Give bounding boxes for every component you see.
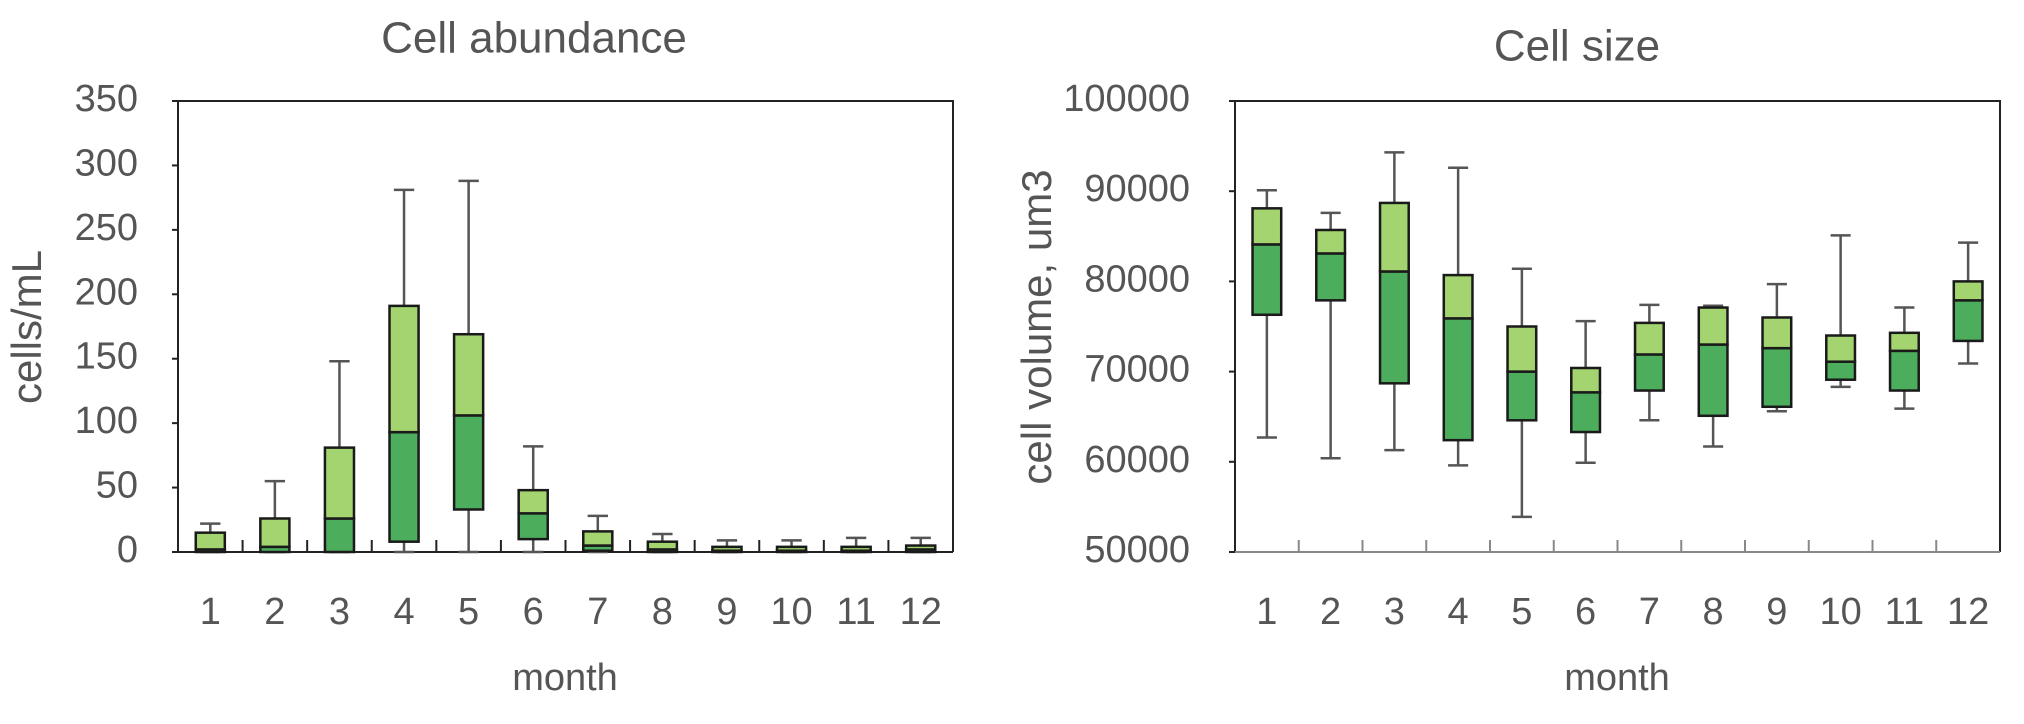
box-upper [1315, 228, 1347, 255]
box-upper [1570, 366, 1602, 394]
y-tick-label: 90000 [1084, 168, 1190, 210]
box-lower [1442, 317, 1474, 442]
box-upper [711, 545, 743, 552]
x-tick-label: 1 [200, 591, 221, 633]
chart-title: Cell size [1494, 22, 1660, 71]
x-tick-label: 11 [836, 591, 875, 633]
x-tick-label: 9 [716, 591, 737, 633]
x-tick-label: 10 [1819, 591, 1861, 633]
box-lower [517, 512, 549, 541]
x-tick-label: 8 [652, 591, 673, 633]
box-upper [1506, 325, 1538, 373]
box-upper [904, 544, 937, 551]
box-lower [452, 414, 485, 511]
x-tick-label: 12 [1947, 591, 1989, 633]
y-tick-label: 200 [75, 271, 138, 313]
box-lower [1633, 353, 1665, 392]
box-lower [1952, 299, 1984, 343]
x-axis-label: month [512, 657, 618, 699]
plot-frame [1234, 100, 2001, 552]
box-lower [1378, 270, 1410, 385]
x-tick-label: 7 [587, 591, 608, 633]
x-tick-label: 6 [1575, 591, 1596, 633]
y-tick-label: 50 [96, 465, 138, 507]
x-tick-label: 2 [264, 591, 285, 633]
x-tick-label: 11 [1885, 591, 1924, 633]
y-tick-label: 80000 [1084, 258, 1190, 300]
x-tick-label: 3 [329, 591, 350, 633]
box-upper [1697, 306, 1729, 346]
x-tick-label: 6 [523, 591, 544, 633]
x-tick-label: 1 [1256, 591, 1277, 633]
box-upper [1761, 316, 1793, 350]
box-upper [1442, 273, 1474, 320]
x-tick-label: 9 [1766, 591, 1787, 633]
box-upper [646, 540, 679, 551]
box-upper [452, 332, 485, 417]
box-upper [1378, 201, 1410, 273]
box-lower [1888, 349, 1920, 392]
box-lower [1761, 346, 1793, 409]
x-tick-label: 10 [770, 591, 812, 633]
y-tick-label: 100 [75, 400, 138, 442]
y-tick-label: 250 [75, 207, 138, 249]
x-tick-label: 2 [1320, 591, 1341, 633]
x-axis-label: month [1564, 657, 1670, 699]
box-upper [1251, 207, 1283, 246]
y-axis-label: cells/mL [3, 250, 50, 404]
box-upper [840, 545, 872, 552]
box-lower [1506, 370, 1538, 422]
y-tick-label: 300 [75, 142, 138, 184]
y-tick-label: 100000 [1063, 78, 1190, 120]
box-upper [582, 530, 614, 547]
box-upper [1633, 321, 1665, 356]
y-tick-label: 0 [117, 529, 138, 571]
box-upper [775, 545, 808, 552]
x-tick-label: 3 [1384, 591, 1405, 633]
x-tick-label: 8 [1703, 591, 1724, 633]
plot-frame [177, 100, 954, 552]
x-tick-label: 4 [1448, 591, 1469, 633]
x-tick-label: 5 [458, 591, 479, 633]
box-upper [388, 304, 420, 434]
box-upper [323, 446, 356, 520]
box-upper [1825, 334, 1857, 363]
y-tick-label: 70000 [1084, 349, 1190, 391]
y-axis-label: cell volume, um3 [1013, 169, 1060, 484]
y-tick-label: 350 [75, 78, 138, 120]
y-tick-label: 150 [75, 336, 138, 378]
x-tick-label: 7 [1639, 591, 1660, 633]
chart-title: Cell abundance [381, 14, 687, 63]
box-upper [517, 488, 549, 515]
box-lower [388, 430, 420, 543]
box-lower [1697, 343, 1729, 418]
box-lower [1570, 391, 1602, 434]
box-upper [194, 531, 227, 551]
box-lower [1315, 252, 1347, 302]
y-tick-label: 50000 [1084, 529, 1190, 571]
y-tick-label: 60000 [1084, 439, 1190, 481]
x-tick-label: 12 [900, 591, 942, 633]
box-upper [1888, 331, 1920, 353]
box-lower [323, 517, 356, 554]
box-lower [1825, 360, 1857, 381]
box-upper [1952, 280, 1984, 302]
x-tick-label: 5 [1511, 591, 1532, 633]
box-upper [259, 517, 291, 549]
x-tick-label: 4 [393, 591, 414, 633]
box-lower [1251, 243, 1283, 317]
